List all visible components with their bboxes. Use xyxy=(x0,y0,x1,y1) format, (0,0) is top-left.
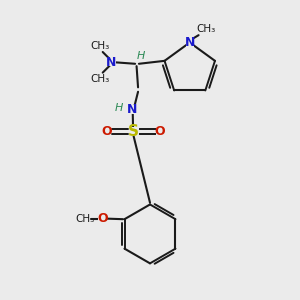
Bar xyxy=(186,38,194,46)
Text: N: N xyxy=(127,103,137,116)
Text: CH₃: CH₃ xyxy=(196,24,216,34)
Text: N: N xyxy=(106,56,117,69)
Bar xyxy=(129,127,139,136)
Text: CH₃: CH₃ xyxy=(90,74,110,83)
Bar xyxy=(98,215,106,222)
Text: H: H xyxy=(115,103,123,113)
Bar xyxy=(107,58,116,66)
Text: O: O xyxy=(155,125,165,138)
Text: CH₃: CH₃ xyxy=(76,214,95,224)
Text: O: O xyxy=(97,212,108,225)
Bar xyxy=(128,105,136,113)
Text: S: S xyxy=(128,124,139,139)
Text: H: H xyxy=(136,50,145,61)
Bar xyxy=(103,128,111,135)
Text: CH₃: CH₃ xyxy=(90,41,110,51)
Bar xyxy=(156,128,164,135)
Text: O: O xyxy=(102,125,112,138)
Text: N: N xyxy=(184,36,195,49)
